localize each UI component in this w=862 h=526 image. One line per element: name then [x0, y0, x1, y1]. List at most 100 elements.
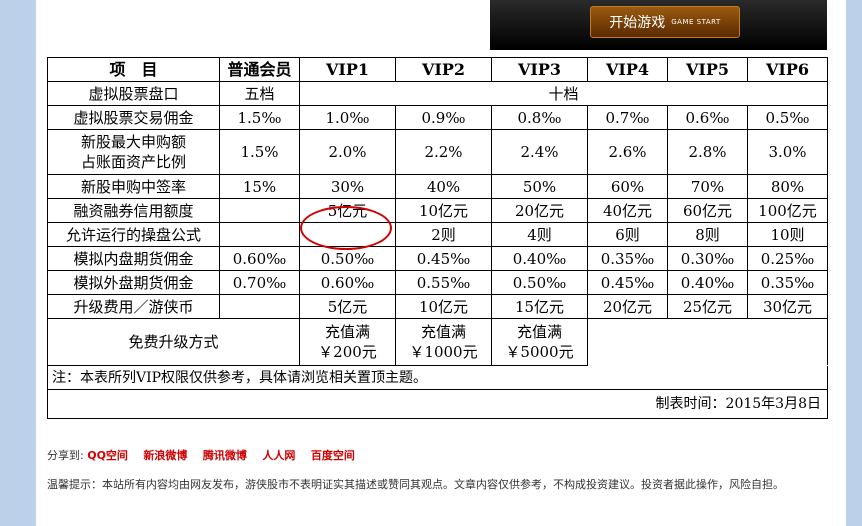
share-sina-weibo-link[interactable]: 新浪微博 — [143, 449, 188, 462]
table-cell: 0.60‰ — [299, 270, 396, 295]
table-cell: 15亿元 — [491, 294, 588, 319]
table-cell: 8则 — [667, 222, 748, 247]
table-date-row: 制表时间：2015年3月8日 — [47, 389, 828, 419]
table-cell: 0.45‰ — [395, 246, 492, 271]
table-cell: 40亿元 — [587, 198, 668, 223]
table-cell: 1.5‰ — [219, 105, 300, 130]
cell-line1: 充值满 — [420, 323, 466, 341]
game-start-button[interactable]: 开始游戏 GAME START — [590, 6, 740, 38]
table-cell: 30亿元 — [747, 294, 828, 319]
cell-line2: ￥1000元 — [409, 343, 478, 361]
table-cell: 25亿元 — [667, 294, 748, 319]
table-row: 融资融券信用额度 5亿元 10亿元 20亿元 40亿元 60亿元 100亿元 — [47, 198, 828, 223]
table-cell — [219, 294, 300, 319]
row-label: 新股最大申购额 占账面资产比例 — [47, 129, 220, 175]
table-row: 新股申购中签率 15% 30% 40% 50% 60% 70% 80% — [47, 174, 828, 199]
cell-line2: ￥200元 — [318, 343, 377, 361]
table-cell: 2.2% — [395, 129, 492, 175]
table-cell — [219, 222, 300, 247]
row-label: 升级费用／游侠币 — [47, 294, 220, 319]
share-baidu-space-link[interactable]: 百度空间 — [310, 449, 355, 462]
table-header-row: 项 目 普通会员 VIP1 VIP2 VIP3 VIP4 VIP5 VIP6 — [47, 57, 828, 82]
table-row: 模拟内盘期货佣金 0.60‰ 0.50‰ 0.45‰ 0.40‰ 0.35‰ 0… — [47, 246, 828, 271]
share-label: 分享到: — [47, 449, 84, 462]
table-cell: 10亿元 — [395, 198, 492, 223]
table-cell: 2则 — [395, 222, 492, 247]
table-cell: 40% — [395, 174, 492, 199]
table-row: 升级费用／游侠币 5亿元 10亿元 15亿元 20亿元 25亿元 30亿元 — [47, 294, 828, 319]
table-cell: 80% — [747, 174, 828, 199]
row-label: 模拟内盘期货佣金 — [47, 246, 220, 271]
table-cell: 70% — [667, 174, 748, 199]
table-cell — [299, 222, 396, 247]
table-cell: 0.50‰ — [491, 270, 588, 295]
row-label-line1: 新股最大申购额 — [80, 133, 186, 151]
table-cell: 十档 — [299, 81, 828, 106]
table-cell: 0.40‰ — [667, 270, 748, 295]
header-vip5: VIP5 — [667, 57, 748, 82]
cell-line2: ￥5000元 — [505, 343, 574, 361]
left-sidebar — [0, 0, 36, 526]
row-label: 免费升级方式 — [47, 318, 300, 366]
game-start-sublabel: GAME START — [671, 18, 721, 26]
header-basic: 普通会员 — [219, 57, 300, 82]
share-renren-link[interactable]: 人人网 — [262, 449, 296, 462]
table-cell: 0.55‰ — [395, 270, 492, 295]
table-cell: 1.5% — [219, 129, 300, 175]
game-start-label: 开始游戏 — [609, 15, 666, 31]
table-cell: 20亿元 — [491, 198, 588, 223]
row-label: 虚拟股票交易佣金 — [47, 105, 220, 130]
row-label: 模拟外盘期货佣金 — [47, 270, 220, 295]
table-cell: 2.0% — [299, 129, 396, 175]
table-cell: 0.25‰ — [747, 246, 828, 271]
table-cell: 2.6% — [587, 129, 668, 175]
table-cell: 0.6‰ — [667, 105, 748, 130]
header-vip3: VIP3 — [491, 57, 588, 82]
disclaimer-tip: 温馨提示：本站所有内容均由网友发布，游侠股市不表明证实其描述或赞同其观点。文章内… — [47, 478, 784, 491]
right-sidebar — [846, 0, 862, 526]
table-row: 虚拟股票交易佣金 1.5‰ 1.0‰ 0.9‰ 0.8‰ 0.7‰ 0.6‰ 0… — [47, 105, 828, 130]
row-label: 融资融券信用额度 — [47, 198, 220, 223]
table-cell: 1.0‰ — [299, 105, 396, 130]
table-cell: 10亿元 — [395, 294, 492, 319]
row-label-line2: 占账面资产比例 — [80, 153, 186, 171]
table-cell: 4则 — [491, 222, 588, 247]
table-cell: 0.5‰ — [747, 105, 828, 130]
table-cell — [219, 198, 300, 223]
table-cell: 0.9‰ — [395, 105, 492, 130]
header-vip4: VIP4 — [587, 57, 668, 82]
table-cell: 10则 — [747, 222, 828, 247]
table-cell: 3.0% — [747, 129, 828, 175]
table-cell: 0.35‰ — [587, 246, 668, 271]
vip-table: 项 目 普通会员 VIP1 VIP2 VIP3 VIP4 VIP5 VIP6 虚… — [47, 57, 828, 419]
cell-line1: 充值满 — [516, 323, 562, 341]
table-cell: 0.7‰ — [587, 105, 668, 130]
table-cell: 0.45‰ — [587, 270, 668, 295]
header-vip2: VIP2 — [395, 57, 492, 82]
table-cell: 五档 — [219, 81, 300, 106]
table-cell: 2.8% — [667, 129, 748, 175]
share-qzone-link[interactable]: QQ空间 — [87, 449, 128, 462]
cell-line1: 充值满 — [324, 323, 370, 341]
table-cell: 100亿元 — [747, 198, 828, 223]
table-cell: 0.8‰ — [491, 105, 588, 130]
share-bar: 分享到: QQ空间 新浪微博 腾讯微博 人人网 百度空间 — [47, 447, 367, 463]
table-cell: 0.30‰ — [667, 246, 748, 271]
table-date: 制表时间：2015年3月8日 — [47, 389, 828, 419]
table-cell: 2.4% — [491, 129, 588, 175]
header-vip1: VIP1 — [299, 57, 396, 82]
table-cell: 60% — [587, 174, 668, 199]
table-row: 免费升级方式 充值满 ￥200元 充值满 ￥1000元 充值满 ￥5000元 — [47, 318, 828, 366]
table-note: 注：本表所列VIP权限仅供参考，具体请浏览相关置顶主题。 — [47, 365, 828, 390]
table-cell: 0.40‰ — [491, 246, 588, 271]
table-cell: 充值满 ￥5000元 — [491, 318, 588, 366]
table-cell: 充值满 ￥200元 — [299, 318, 396, 366]
table-cell: 30% — [299, 174, 396, 199]
header-vip6: VIP6 — [747, 57, 828, 82]
share-tencent-weibo-link[interactable]: 腾讯微博 — [202, 449, 247, 462]
header-item: 项 目 — [47, 57, 220, 82]
table-cell: 5亿元 — [299, 198, 396, 223]
table-cell: 5亿元 — [299, 294, 396, 319]
table-cell: 50% — [491, 174, 588, 199]
table-row: 新股最大申购额 占账面资产比例 1.5% 2.0% 2.2% 2.4% 2.6%… — [47, 129, 828, 175]
